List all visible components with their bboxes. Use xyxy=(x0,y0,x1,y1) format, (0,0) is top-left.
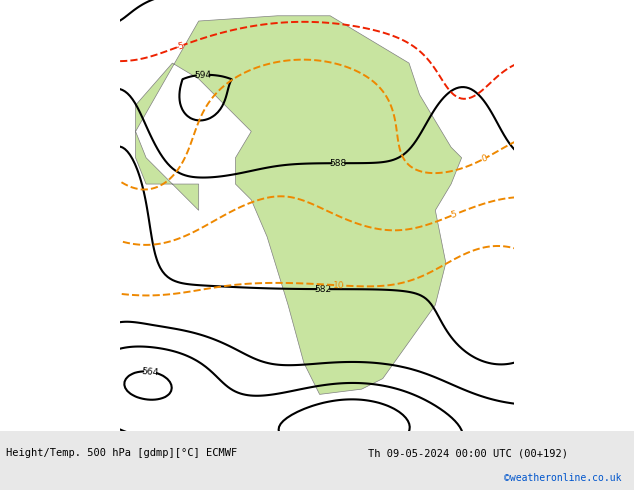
Text: 594: 594 xyxy=(194,70,212,80)
Text: 576: 576 xyxy=(536,401,554,411)
Text: -5: -5 xyxy=(175,41,186,51)
Text: 10: 10 xyxy=(332,281,344,290)
Text: 588: 588 xyxy=(330,159,347,168)
Text: 570: 570 xyxy=(148,436,167,447)
Text: 564: 564 xyxy=(141,367,159,377)
Polygon shape xyxy=(136,16,462,394)
Text: ©weatheronline.co.uk: ©weatheronline.co.uk xyxy=(504,473,621,483)
Text: 582: 582 xyxy=(314,285,332,294)
Text: 564: 564 xyxy=(309,445,327,456)
Text: Th 09-05-2024 00:00 UTC (00+192): Th 09-05-2024 00:00 UTC (00+192) xyxy=(368,448,567,458)
Text: 5: 5 xyxy=(450,210,458,220)
Text: Height/Temp. 500 hPa [gdmp][°C] ECMWF: Height/Temp. 500 hPa [gdmp][°C] ECMWF xyxy=(6,448,238,458)
Text: 0: 0 xyxy=(480,154,488,164)
